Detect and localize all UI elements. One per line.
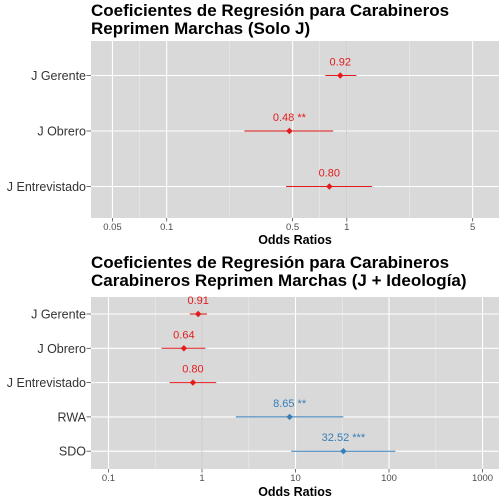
estimate-point	[337, 72, 344, 79]
plot-background	[91, 41, 499, 218]
x-tick-label: 1000	[472, 473, 493, 484]
chart-title-line: Carabineros Reprimen Marchas (J + Ideolo…	[91, 271, 467, 290]
y-tick-label: J Entrevistado	[7, 180, 86, 194]
x-tick-label: 0.05	[103, 222, 122, 233]
y-tick-label: J Obrero	[37, 342, 86, 356]
chart-panel-2: Coeficientes de Regresión para Carabiner…	[7, 253, 499, 499]
data-label: 0.64	[173, 329, 194, 341]
data-label: 32.52 ***	[322, 432, 366, 444]
chart-panel-1: Coeficientes de Regresión para Carabiner…	[7, 1, 499, 247]
x-tick-label: 10	[290, 473, 301, 484]
x-tick-label: 1	[199, 473, 204, 484]
estimate-point	[189, 379, 197, 386]
chart-title-line: Coeficientes de Regresión para Carabiner…	[91, 1, 449, 20]
y-tick-label: RWA	[58, 410, 87, 424]
chart-title-line: Reprimen Marchas (Solo J)	[91, 19, 310, 38]
estimate-point	[326, 183, 333, 190]
data-label: 0.92	[330, 57, 351, 69]
x-tick-label: 5	[470, 222, 475, 233]
data-label: 0.48 **	[273, 112, 307, 124]
x-axis-label: Odds Ratios	[258, 233, 332, 247]
x-tick-label: 1	[344, 222, 349, 233]
x-tick-label: 0.5	[286, 222, 299, 233]
estimate-point	[180, 345, 188, 352]
y-tick-label: J Gerente	[31, 69, 86, 83]
x-tick-label: 0.1	[102, 473, 115, 484]
y-tick-label: J Gerente	[31, 308, 86, 322]
x-tick-label: 0.1	[160, 222, 173, 233]
data-label: 0.80	[182, 364, 203, 376]
estimate-point	[340, 448, 347, 455]
data-label: 0.80	[319, 168, 340, 180]
data-label: 0.91	[187, 295, 208, 307]
y-tick-label: J Obrero	[37, 125, 86, 139]
y-tick-label: J Entrevistado	[7, 376, 86, 390]
estimate-point	[286, 413, 293, 421]
x-axis-label: Odds Ratios	[258, 485, 332, 499]
data-label: 8.65 **	[273, 398, 307, 410]
chart-title-line: Coeficientes de Regresión para Carabiner…	[91, 253, 449, 272]
estimate-point	[286, 127, 293, 135]
y-tick-label: SDO	[59, 445, 86, 459]
estimate-point	[194, 310, 202, 318]
x-tick-label: 100	[381, 473, 397, 484]
